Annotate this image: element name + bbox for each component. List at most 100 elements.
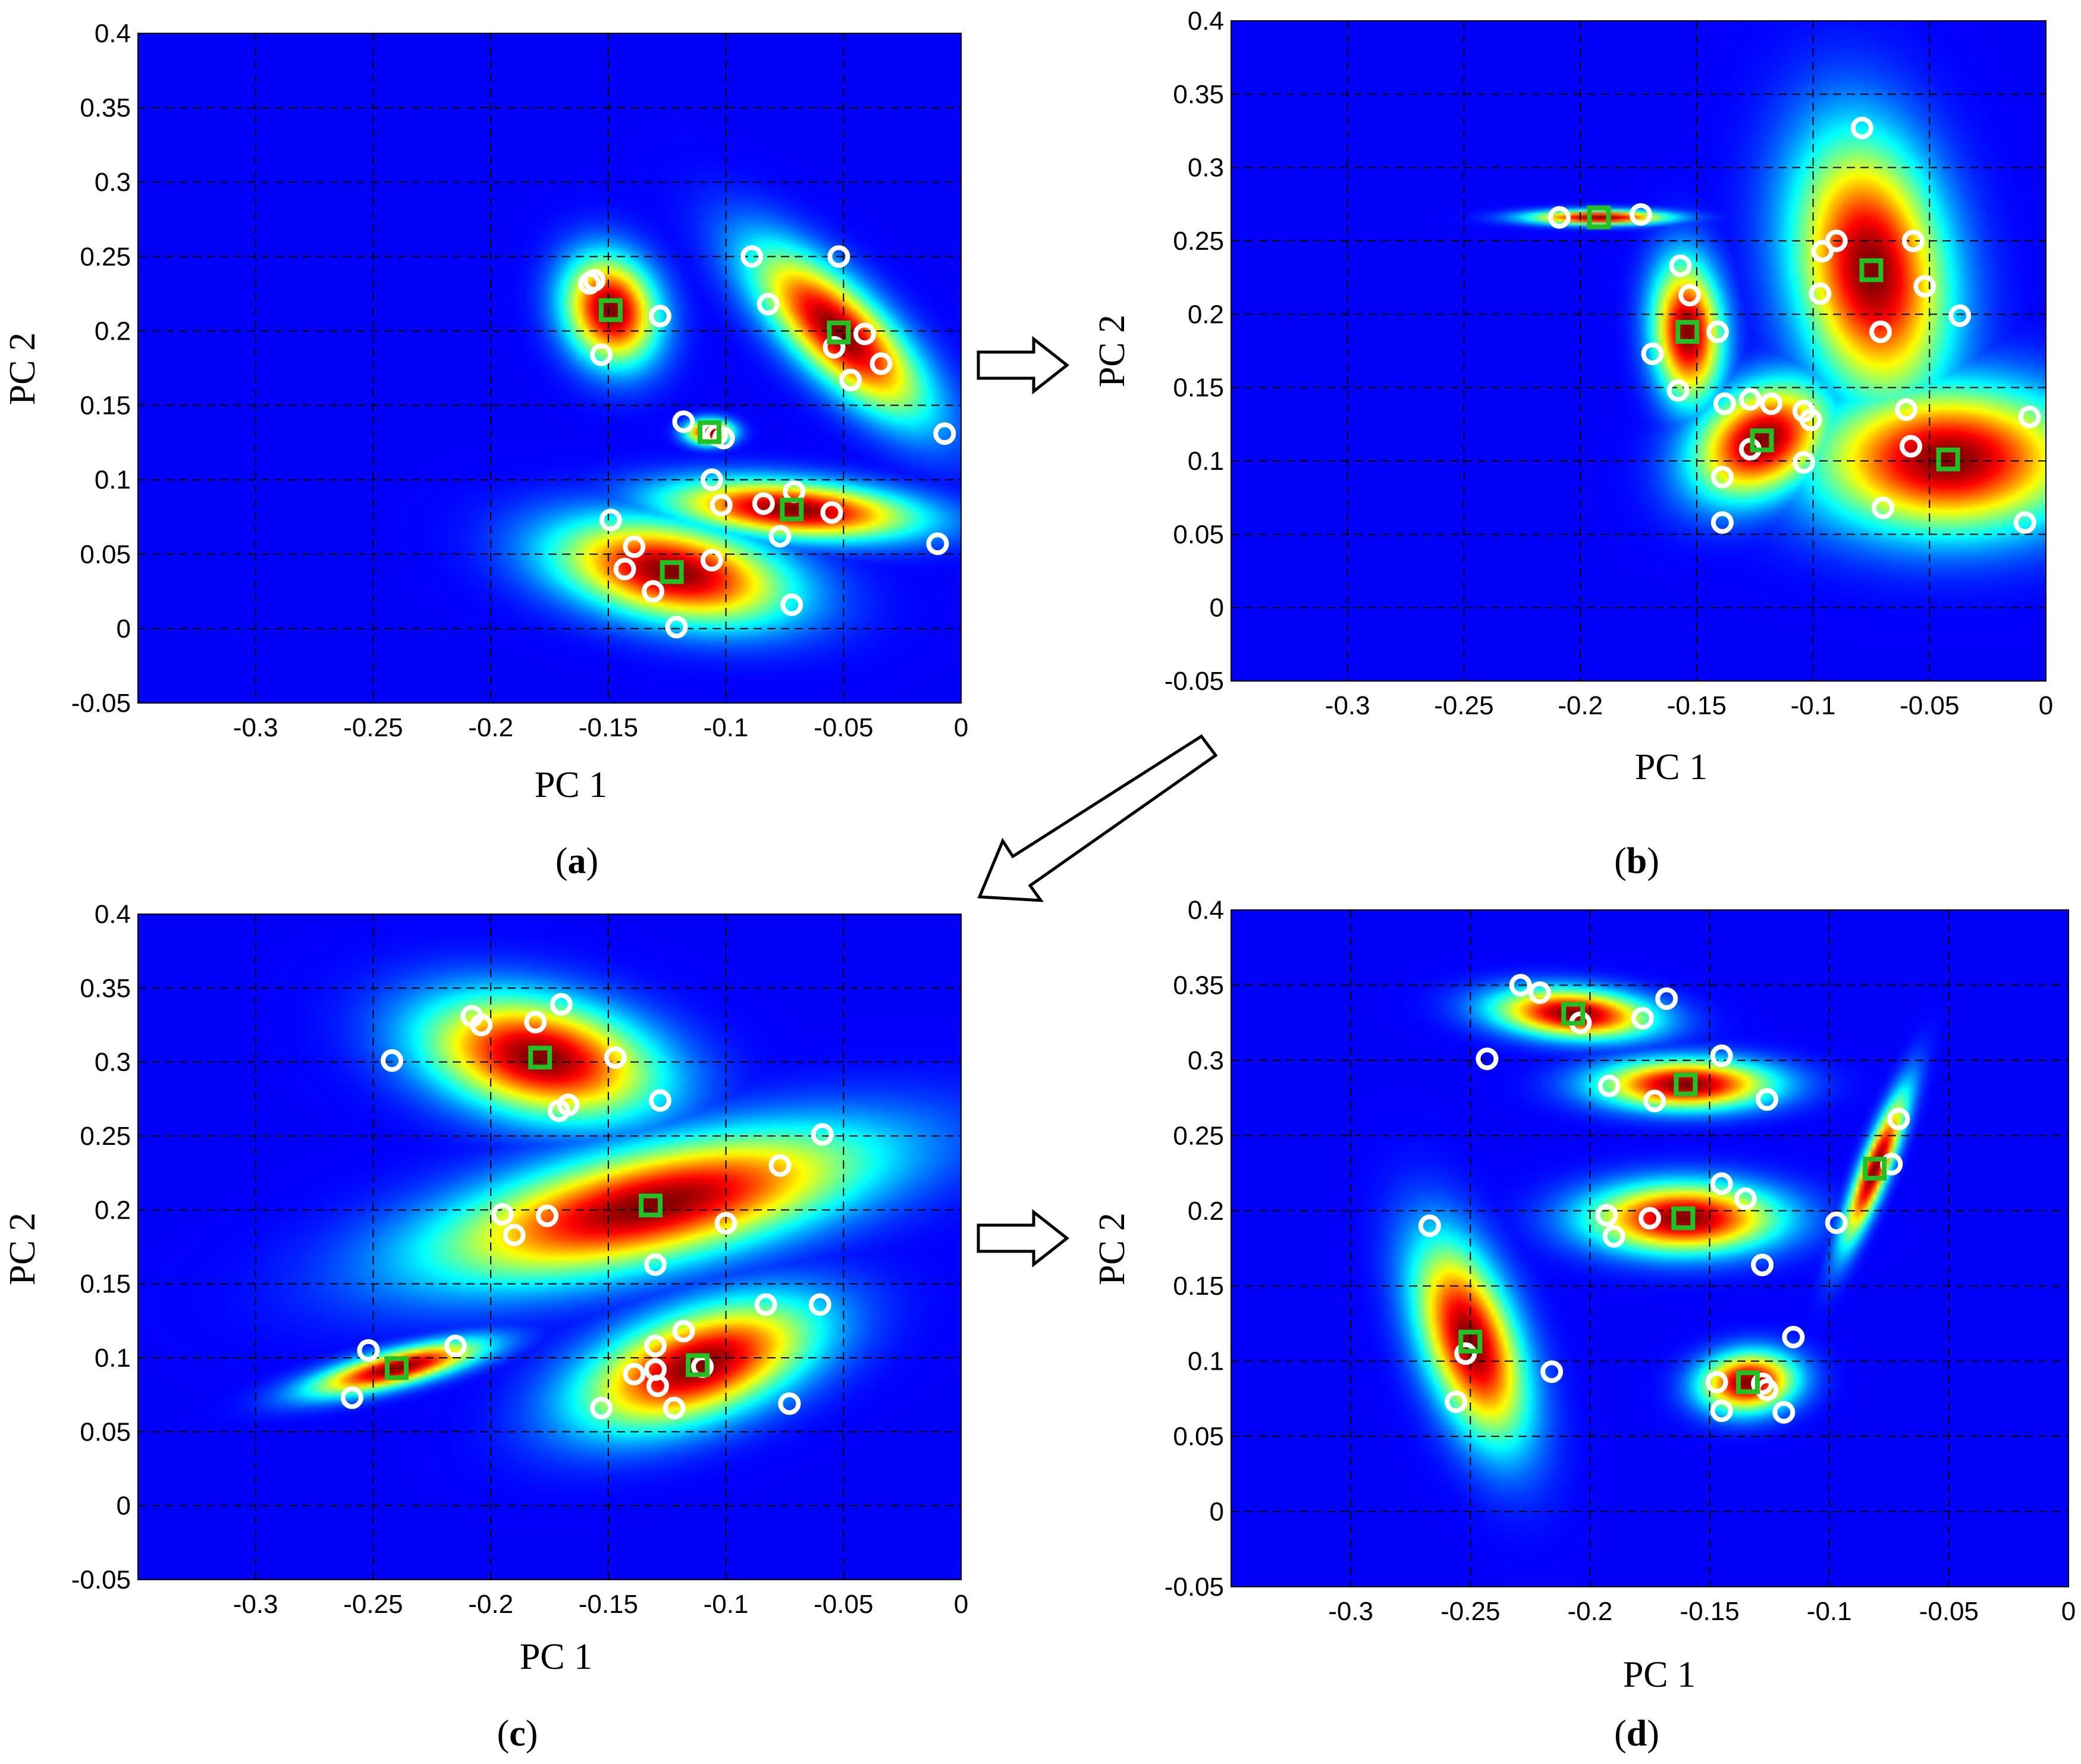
plot-frame: [1231, 909, 2069, 1587]
panel-d: -0.3 -0.25 -0.2 -0.15 -0.1 -0.05 0 -0.05 0 0.05 0.…: [1092, 896, 2076, 1754]
data-point: [623, 535, 646, 558]
data-point: [1872, 496, 1894, 519]
data-point: [1710, 1172, 1733, 1195]
arrow-a-to-b: [977, 335, 1070, 395]
x-tick-label: -0.3: [1328, 1597, 1373, 1626]
data-point: [644, 1253, 667, 1276]
y-tick-label: 0.35: [80, 93, 131, 123]
data-point: [357, 1339, 380, 1362]
plot-frame: [1231, 20, 2047, 682]
cluster-center: [639, 1193, 663, 1217]
data-point: [778, 1392, 801, 1415]
data-point: [672, 1320, 695, 1343]
data-point: [1643, 1090, 1666, 1113]
data-point: [1629, 203, 1652, 226]
data-point: [752, 492, 775, 515]
x-tick-label: -0.05: [1900, 691, 1959, 720]
data-point: [646, 1374, 669, 1398]
y-tick-label: 0.4: [1188, 896, 1224, 925]
y-tick-label: -0.05: [1165, 1572, 1224, 1602]
data-point: [1948, 304, 1972, 327]
data-point: [757, 293, 780, 316]
data-point: [1548, 206, 1571, 229]
panel-caption: (c): [497, 1713, 538, 1754]
y-axis-label: PC 2: [2, 332, 43, 405]
y-tick-label: 0.2: [95, 1195, 131, 1225]
data-point: [1713, 392, 1736, 415]
y-tick-label: 0.35: [80, 974, 131, 1003]
data-point: [604, 1046, 627, 1069]
data-point: [1705, 1371, 1728, 1394]
data-point: [550, 993, 573, 1016]
y-tick-label: -0.05: [71, 1565, 131, 1594]
data-point: [710, 494, 733, 517]
y-tick-label: 0: [1210, 594, 1224, 623]
cluster-center: [1936, 447, 1960, 472]
data-point: [470, 1013, 493, 1037]
y-tick-label: 0.15: [1173, 373, 1224, 403]
data-point: [823, 335, 846, 359]
data-point: [1710, 466, 1734, 489]
y-tick-label: 0.2: [1188, 1197, 1224, 1226]
y-tick-label: 0.4: [95, 19, 131, 48]
data-point: [491, 1203, 514, 1226]
data-point: [768, 1154, 792, 1177]
y-tick-label: 0.2: [95, 316, 131, 346]
data-point: [1528, 981, 1551, 1005]
panel-c: -0.3 -0.25 -0.2 -0.15 -0.1 -0.05 0 -0.05 0 0.05 0.…: [2, 900, 968, 1754]
x-tick-label: -0.15: [579, 1590, 638, 1619]
y-tick-label: 0: [117, 1492, 131, 1521]
y-tick-label: 0.05: [80, 1417, 131, 1446]
y-tick-label: 0.4: [95, 900, 131, 929]
y-tick-label: 0.2: [1188, 300, 1224, 329]
data-point: [1706, 320, 1730, 343]
x-tick-label: -0.25: [1440, 1597, 1500, 1626]
data-point: [1738, 388, 1762, 411]
cluster-center: [697, 420, 721, 444]
data-point: [820, 501, 843, 524]
x-tick-label: -0.05: [814, 1590, 873, 1619]
data-point: [1825, 230, 1848, 252]
data-point: [1899, 435, 1922, 458]
plot-frame: [137, 914, 962, 1580]
x-tick-label: -0.1: [704, 1590, 749, 1619]
data-point: [926, 532, 949, 555]
cluster-center: [1561, 1002, 1586, 1026]
cluster-center: [1587, 205, 1611, 230]
x-tick-label: -0.3: [233, 713, 278, 742]
data-point: [870, 352, 893, 375]
data-point: [700, 468, 723, 491]
data-point: [714, 1211, 737, 1235]
y-tick-label: 0.15: [1173, 1272, 1224, 1301]
data-point: [1678, 284, 1702, 307]
data-point: [811, 1123, 834, 1146]
data-point: [1639, 1207, 1661, 1230]
y-axis-label: PC 2: [1092, 1213, 1132, 1285]
data-point: [1809, 282, 1832, 305]
data-point: [1666, 379, 1690, 402]
cluster-center: [528, 1046, 553, 1070]
x-tick-label: -0.2: [1558, 691, 1603, 720]
data-point: [1850, 117, 1873, 140]
y-tick-label: 0.3: [95, 168, 131, 197]
data-point: [1669, 254, 1692, 277]
y-tick-label: 0.3: [95, 1048, 131, 1077]
data-point: [648, 1089, 671, 1112]
y-tick-label: 0.25: [80, 1122, 131, 1151]
data-point: [700, 548, 723, 572]
data-point: [340, 1386, 363, 1410]
data-point: [1913, 275, 1936, 298]
data-point: [1710, 1044, 1733, 1068]
y-tick-label: 0: [117, 614, 131, 644]
data-point: [648, 305, 671, 328]
data-point: [827, 245, 850, 268]
data-point: [1476, 1047, 1499, 1071]
data-point: [1734, 1187, 1757, 1210]
data-point: [1710, 1399, 1733, 1423]
data-point: [503, 1223, 526, 1247]
data-point: [1655, 987, 1678, 1010]
panel-caption: (d): [1614, 1713, 1659, 1754]
data-point: [444, 1335, 467, 1358]
x-tick-label: -0.1: [704, 713, 749, 742]
cluster-center: [384, 1356, 409, 1380]
